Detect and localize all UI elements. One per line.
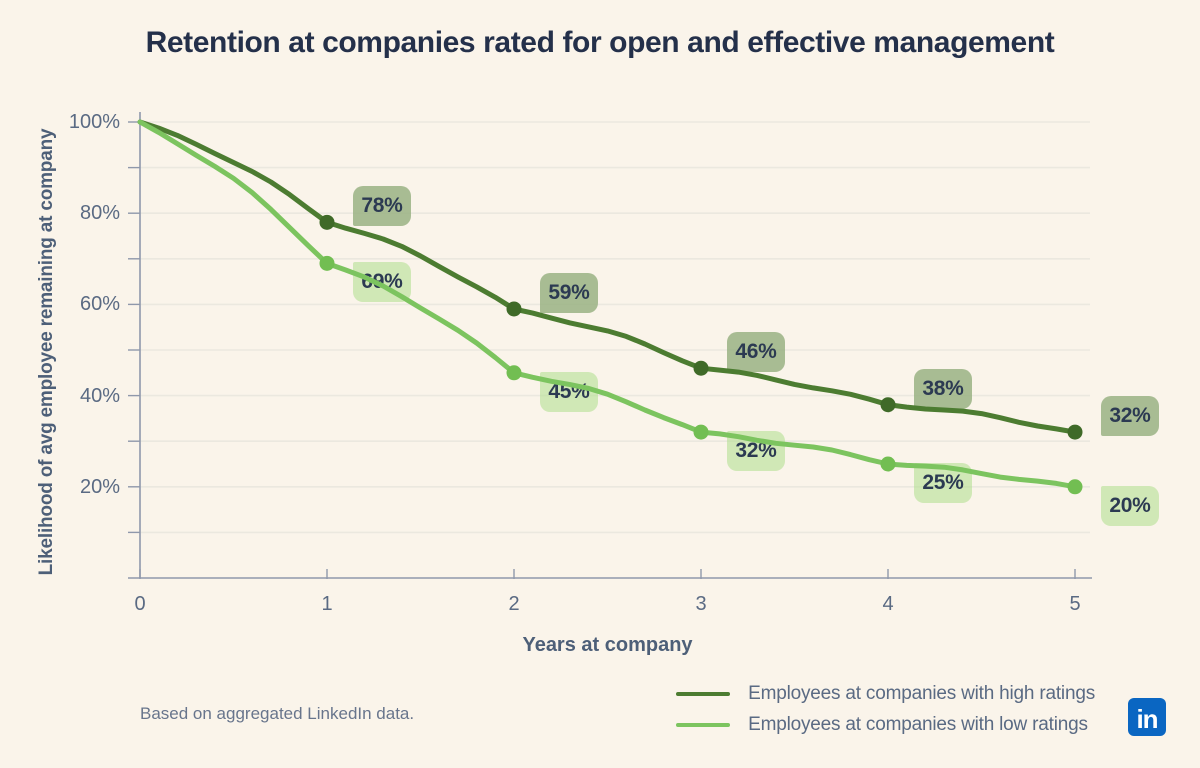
legend: Employees at companies with high ratings… <box>676 678 1095 740</box>
legend-row-high: Employees at companies with high ratings <box>676 678 1095 709</box>
legend-row-low: Employees at companies with low ratings <box>676 709 1095 740</box>
x-tick-label: 2 <box>508 593 520 615</box>
legend-label-high-ratings: Employees at companies with high ratings <box>748 682 1095 704</box>
x-tick-label: 3 <box>695 593 707 615</box>
data-label-badge-high: 59% <box>540 272 598 313</box>
legend-label-low-ratings: Employees at companies with low ratings <box>748 713 1088 735</box>
y-tick-label: 20% <box>79 475 120 498</box>
legend-swatch-high-ratings <box>676 691 731 696</box>
data-label-badge-low: 69% <box>353 262 411 303</box>
chart-title: Retention at companies rated for open an… <box>145 26 1055 59</box>
data-label-badge-low: 32% <box>727 431 785 472</box>
x-tick-label: 4 <box>882 593 894 615</box>
x-tick-label: 1 <box>321 593 333 615</box>
y-tick-label: 40% <box>79 384 120 407</box>
x-tick-label: 5 <box>1069 593 1081 615</box>
data-label-badge-high: 78% <box>353 186 411 227</box>
data-label-badge-high: 32% <box>1101 396 1159 437</box>
y-tick-label: 100% <box>68 111 120 133</box>
linkedin-logo-icon: in <box>1128 698 1166 736</box>
x-axis-title: Years at company <box>522 634 693 656</box>
data-label-badge-low: 45% <box>540 371 598 412</box>
x-tick-label: 0 <box>134 593 146 615</box>
legend-swatch-low-ratings <box>676 722 731 727</box>
data-label-badge-low: 25% <box>914 463 972 503</box>
source-note: Based on aggregated LinkedIn data. <box>140 704 415 723</box>
data-label-badge-low: 20% <box>1101 485 1159 526</box>
data-label-badge-high: 38% <box>914 368 972 409</box>
data-label-badge-high: 46% <box>727 332 785 373</box>
y-tick-label: 80% <box>79 202 120 225</box>
y-tick-label: 60% <box>79 293 120 316</box>
